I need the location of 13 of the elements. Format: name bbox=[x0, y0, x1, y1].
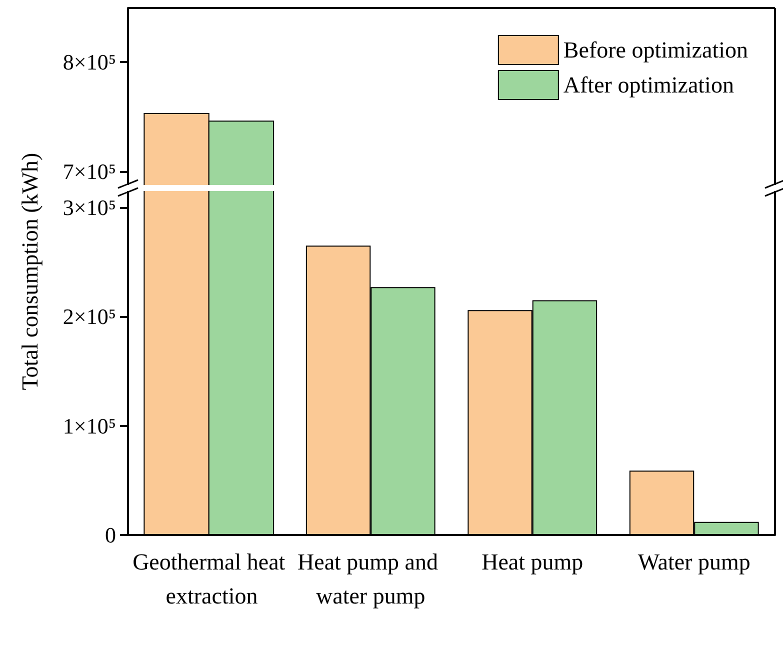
y-tick-label: 2×10⁵ bbox=[62, 304, 116, 330]
legend-label: After optimization bbox=[563, 72, 734, 98]
x-tick-label: Heat pump and water pump bbox=[297, 550, 444, 608]
y-axis-title: Total consumption (kWh) bbox=[18, 152, 42, 390]
legend-label: Before optimization bbox=[563, 38, 748, 62]
x-tick-label: Geothermal heat extraction bbox=[132, 550, 286, 608]
y-tick-label: 1×10⁵ bbox=[62, 413, 116, 438]
x-tick-label: Heat pump bbox=[482, 550, 584, 574]
y-tick-label: 7×10⁵ bbox=[62, 159, 116, 184]
y-tick-label: 8×10⁵ bbox=[62, 49, 116, 74]
y-tick-label: 0 bbox=[105, 522, 116, 548]
x-tick-label: Water pump bbox=[638, 550, 750, 574]
y-tick-label: 3×10⁵ bbox=[62, 194, 116, 220]
